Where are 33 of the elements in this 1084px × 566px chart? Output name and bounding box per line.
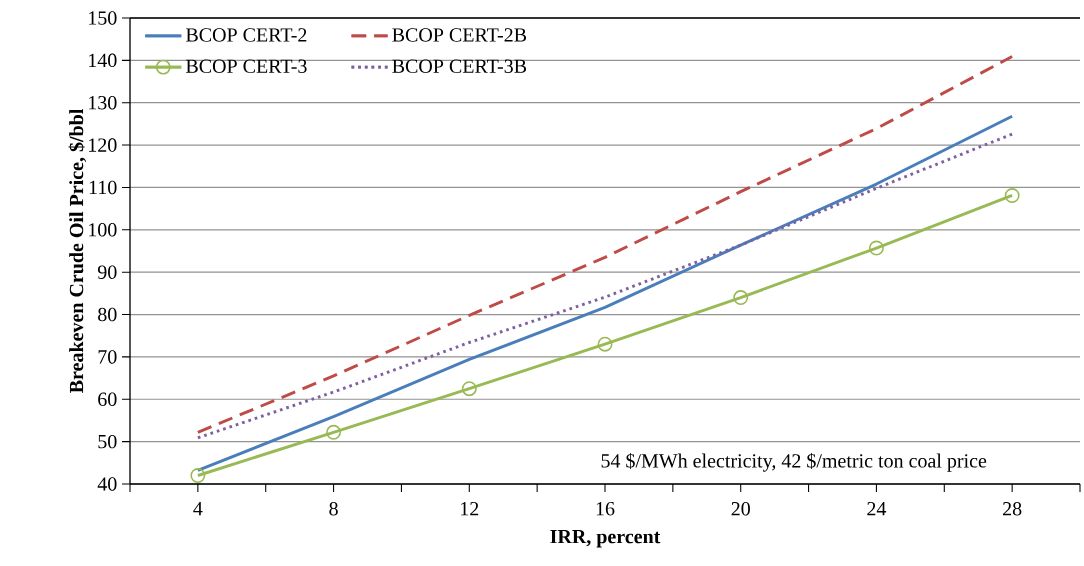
y-tick-label: 70 bbox=[98, 350, 117, 364]
y-axis-title: Breakeven Crude Oil Price, $/bbl bbox=[68, 109, 87, 393]
y-tick-label: 90 bbox=[97, 265, 117, 279]
x-tick-label: 24 bbox=[867, 502, 887, 516]
legend-label: BCOP CERT-2B bbox=[392, 28, 527, 42]
point bbox=[461, 381, 477, 397]
x-tick-label: 12 bbox=[461, 502, 479, 516]
x-axis-title: IRR, percent bbox=[550, 530, 661, 548]
y-tick-label: 60 bbox=[98, 392, 117, 406]
legend-label: BCOP CERT-2 bbox=[186, 28, 307, 42]
legend-label: BCOP CERT-3B bbox=[392, 59, 527, 73]
annotation: 54 $/MWh electricity, 42 $/metric ton coal price bbox=[601, 452, 987, 472]
y-tick-label: 140 bbox=[89, 53, 117, 68]
point bbox=[326, 424, 342, 440]
y-tick-label: 50 bbox=[98, 434, 117, 449]
y-tick-label: 120 bbox=[89, 138, 117, 152]
point bbox=[733, 290, 749, 306]
x-tick-label: 28 bbox=[1003, 502, 1022, 516]
point bbox=[597, 336, 613, 352]
x-tick-label: 16 bbox=[596, 502, 615, 516]
point bbox=[868, 240, 884, 256]
x-tick-label: 8 bbox=[329, 502, 338, 516]
point bbox=[190, 468, 206, 483]
y-tick-label: 110 bbox=[89, 180, 117, 195]
point bbox=[1004, 188, 1020, 203]
y-tick-label: 130 bbox=[89, 95, 117, 110]
y-tick-label: 100 bbox=[89, 223, 117, 237]
legend-label: BCOP CERT-3 bbox=[186, 59, 307, 73]
x-tick-label: 4 bbox=[193, 502, 203, 516]
y-tick-label: 150 bbox=[89, 11, 117, 25]
y-tick-label: 80 bbox=[98, 307, 117, 322]
y-tick-label: 40 bbox=[97, 477, 117, 491]
x-tick-label: 20 bbox=[731, 502, 750, 516]
